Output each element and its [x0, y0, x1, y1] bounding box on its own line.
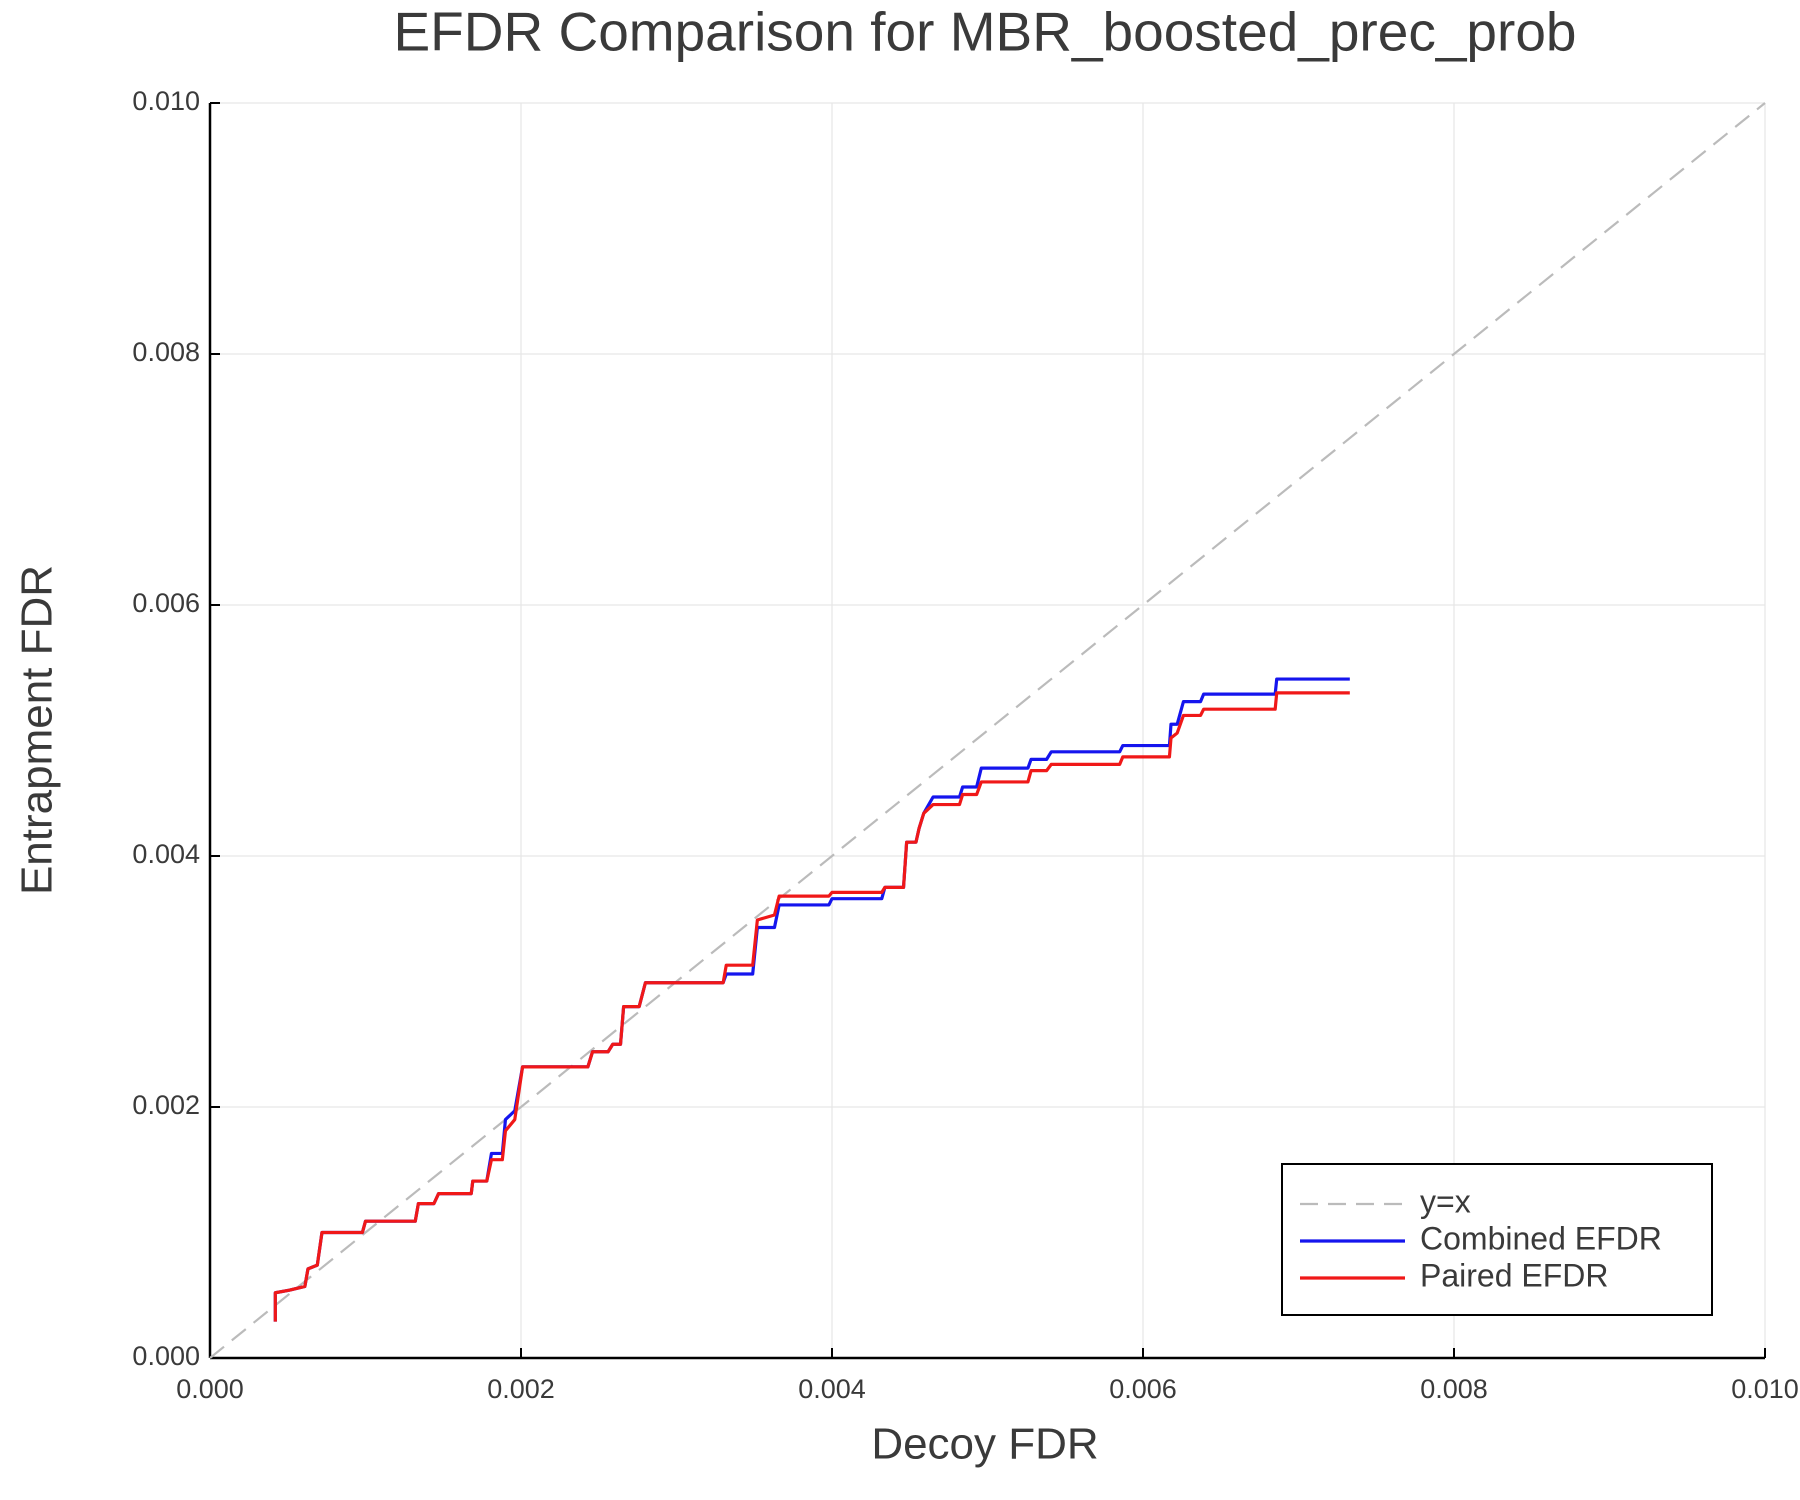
x-tick-label: 0.000 — [176, 1374, 244, 1404]
y-tick-label: 0.010 — [132, 86, 200, 116]
x-tick-label: 0.002 — [487, 1374, 555, 1404]
x-tick-label: 0.006 — [1109, 1374, 1177, 1404]
x-tick-label: 0.010 — [1731, 1374, 1799, 1404]
legend-label: Combined EFDR — [1420, 1220, 1662, 1256]
y-axis-label: Entrapment FDR — [13, 565, 62, 895]
y-tick-label: 0.006 — [132, 588, 200, 618]
legend-label: Paired EFDR — [1420, 1257, 1609, 1293]
series-line — [273, 691, 1350, 1322]
x-tick-label: 0.004 — [798, 1374, 866, 1404]
series-line — [209, 102, 1766, 1359]
series-line — [273, 677, 1350, 1322]
y-tick-label: 0.000 — [132, 1341, 200, 1371]
y-tick-label: 0.004 — [132, 839, 200, 869]
chart-title: EFDR Comparison for MBR_boosted_prec_pro… — [393, 1, 1576, 63]
y-tick-label: 0.002 — [132, 1090, 200, 1120]
y-tick-label: 0.008 — [132, 337, 200, 367]
legend-label: y=x — [1420, 1183, 1471, 1219]
x-tick-label: 0.008 — [1420, 1374, 1488, 1404]
x-axis-label: Decoy FDR — [871, 1420, 1098, 1469]
